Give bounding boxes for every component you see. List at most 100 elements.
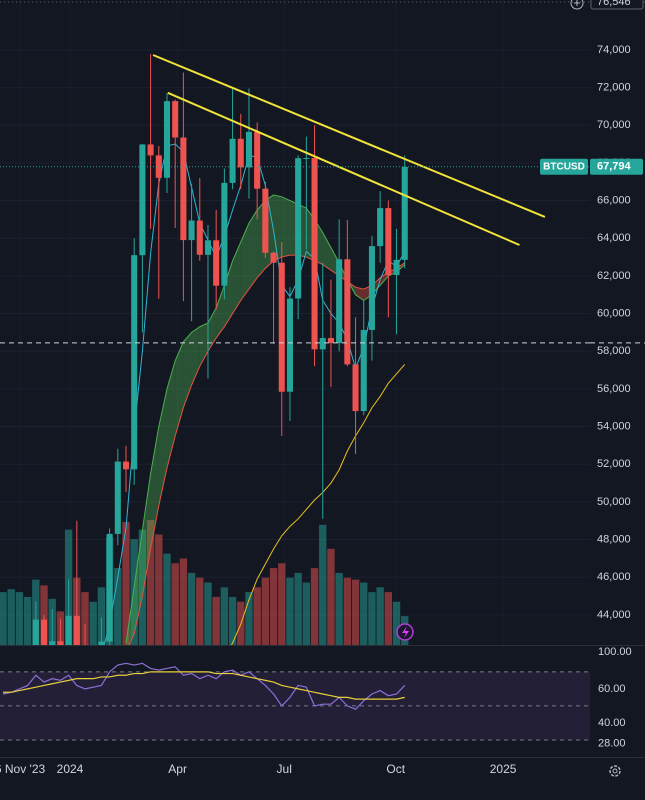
symbol-label: BTCUSD	[543, 161, 585, 172]
rsi-tick-label: 60.00	[598, 683, 626, 695]
volume-bar	[23, 596, 32, 645]
y-tick-label: 58,000	[597, 345, 631, 357]
candle-body	[139, 144, 146, 256]
volume-bar	[376, 587, 384, 645]
candle-body	[65, 615, 72, 645]
candle-body	[344, 259, 351, 365]
candle-body	[32, 619, 39, 645]
x-tick-label: 2024	[57, 762, 84, 776]
volume-bar	[269, 568, 278, 645]
ribbon-fill	[183, 332, 192, 408]
x-tick-label: Oct	[386, 762, 405, 776]
volume-bar	[138, 529, 147, 645]
y-tick-label: 70,000	[597, 119, 631, 131]
candle-body	[368, 246, 375, 330]
volume-bar	[196, 577, 204, 645]
gear-icon[interactable]	[609, 765, 621, 777]
candle-body	[49, 641, 56, 645]
volume-bar	[278, 563, 286, 645]
volume-bar	[171, 563, 179, 645]
candle-body	[73, 615, 80, 645]
y-tick-label: 48,000	[597, 533, 631, 545]
candle-body	[237, 138, 244, 168]
volume-bar	[310, 568, 319, 645]
candle-body	[377, 208, 384, 247]
flash-bolt	[402, 626, 409, 638]
volume-bar	[228, 596, 237, 645]
volume-bar	[7, 589, 15, 645]
candle-body	[114, 461, 121, 534]
candle-body	[286, 298, 293, 392]
rsi-tick-label: 28.00	[598, 737, 626, 749]
volume-bar	[155, 534, 163, 645]
volume-bar	[343, 577, 352, 645]
ribbon-fill	[248, 209, 258, 290]
ribbon-fill	[224, 260, 233, 327]
candle-body	[336, 259, 343, 344]
volume-bar	[163, 553, 171, 645]
volume-bar	[245, 592, 253, 645]
candle-body	[278, 262, 285, 392]
ribbon-fill	[150, 426, 159, 549]
candle-body	[303, 158, 310, 160]
candle-body	[327, 338, 334, 344]
y-tick-label: 72,000	[597, 81, 631, 93]
volume-bar	[187, 572, 196, 645]
settings-button[interactable]	[609, 765, 621, 777]
rsi-line	[3, 671, 405, 700]
trendline	[167, 91, 520, 246]
y-tick-label: 64,000	[597, 232, 631, 244]
volume-bar	[392, 601, 401, 645]
candle-body	[131, 255, 138, 470]
volume-bar	[179, 558, 188, 645]
x-tick-label: 6 Nov '23	[0, 762, 45, 776]
volume-bar	[81, 592, 89, 645]
volume-bar	[146, 520, 155, 645]
ribbon-fill	[232, 241, 241, 314]
candle-body	[262, 188, 269, 253]
volume-bar	[335, 572, 343, 645]
ribbon-fill	[134, 530, 143, 634]
last-price-tag	[590, 158, 643, 175]
volume-bar	[97, 587, 106, 645]
volume-bar	[384, 592, 393, 645]
axes: 44,000 46,000 48,000 50,000 52,000 54,000 56,0…	[0, 0, 645, 776]
candle-body	[221, 182, 228, 286]
y-tick-label: 56,000	[597, 383, 631, 395]
ribbon-fill	[273, 194, 282, 261]
candle-body	[106, 533, 113, 642]
ribbon-fill	[216, 285, 225, 339]
flash-button[interactable]	[396, 623, 414, 641]
gear-center	[612, 768, 618, 774]
candle-body	[295, 158, 302, 299]
rsi-tick-label: 100.00	[598, 646, 632, 658]
volume-bar	[204, 582, 212, 645]
volume-bar	[368, 592, 376, 645]
candle-body	[213, 240, 220, 286]
add-icon-plus	[574, 0, 580, 6]
ribbon-fill	[166, 360, 176, 468]
volume-bar	[319, 524, 327, 645]
y-tick-label: 44,000	[597, 609, 631, 621]
candle-body	[155, 155, 162, 178]
volume-bar	[15, 592, 24, 645]
candle-body	[393, 259, 400, 275]
candle-body	[196, 220, 203, 255]
overlay-line	[230, 364, 406, 645]
y-tick-label: 46,000	[597, 571, 631, 583]
candle-body	[401, 166, 408, 260]
x-tick-label: Apr	[168, 762, 187, 776]
candle-body	[57, 641, 64, 645]
add-icon[interactable]	[570, 0, 584, 10]
high-marker-box	[590, 0, 644, 10]
y-tick-label: 54,000	[597, 420, 631, 432]
ribbon-fill	[175, 341, 184, 436]
rsi-line	[2, 662, 406, 711]
volume-bar	[302, 582, 311, 645]
volume-bar	[261, 577, 270, 645]
ribbon-fill	[322, 232, 331, 271]
ribbon-fill	[142, 473, 151, 597]
volume-bar	[351, 579, 360, 645]
volume-bar	[294, 572, 302, 645]
add-button[interactable]	[570, 0, 584, 10]
